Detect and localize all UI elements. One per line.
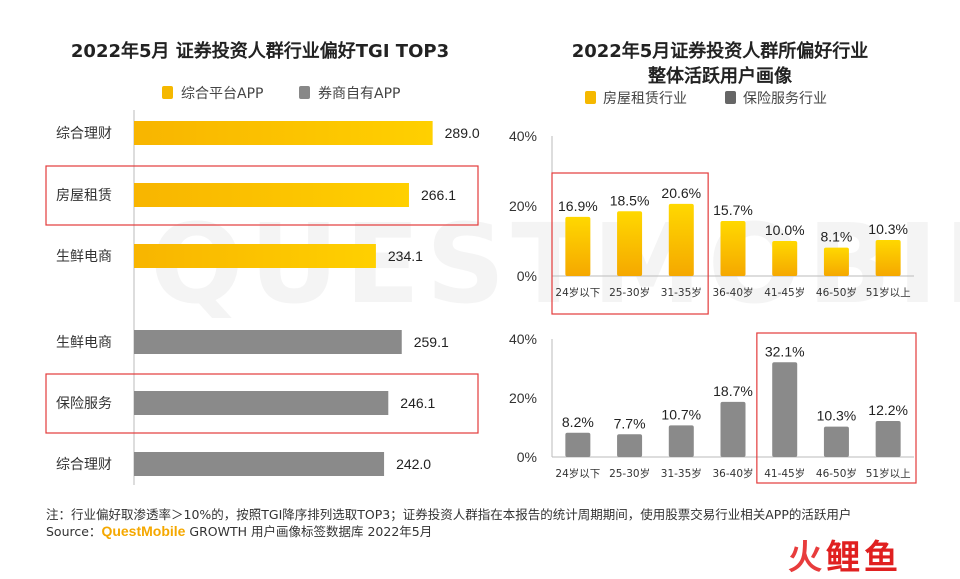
highlight-box — [45, 373, 479, 434]
category-label: 生鲜电商 — [56, 335, 112, 351]
legend-swatch — [162, 86, 173, 99]
y-tick-label: 40% — [509, 331, 537, 347]
data-label: 10.0% — [765, 222, 805, 238]
bar — [134, 452, 385, 476]
x-tick-label: 51岁以上 — [866, 286, 911, 299]
category-label: 综合理财 — [56, 126, 112, 142]
legend-label: 保险服务行业 — [743, 91, 827, 107]
bar — [565, 216, 591, 276]
legend-swatch — [585, 91, 596, 104]
x-tick-label: 46-50岁 — [816, 467, 857, 480]
bar — [565, 432, 591, 457]
data-label: 7.7% — [614, 415, 646, 431]
category-label: 保险服务 — [56, 396, 112, 412]
category-label: 房屋租赁 — [56, 188, 112, 204]
bar — [617, 211, 643, 276]
legend-swatch — [725, 91, 736, 104]
bar — [772, 362, 798, 457]
x-tick-label: 36-40岁 — [712, 286, 753, 299]
bar — [668, 425, 694, 457]
y-tick-label: 0% — [517, 268, 537, 284]
bar — [617, 434, 643, 457]
data-label: 266.1 — [421, 187, 456, 203]
bar — [720, 401, 746, 457]
x-tick-label: 25-30岁 — [609, 286, 650, 299]
x-tick-label: 24岁以下 — [555, 286, 600, 299]
x-tick-label: 51岁以上 — [866, 467, 911, 480]
x-tick-label: 25-30岁 — [609, 467, 650, 480]
chart-title-line1: 2022年5月证券投资人群所偏好行业 — [572, 40, 869, 62]
legend-swatch — [299, 86, 310, 99]
y-tick-label: 0% — [517, 449, 537, 465]
x-tick-label: 31-35岁 — [661, 467, 702, 480]
bar — [134, 330, 402, 354]
data-label: 16.9% — [558, 198, 598, 214]
x-tick-label: 41-45岁 — [764, 286, 805, 299]
data-label: 10.3% — [868, 221, 908, 237]
bar — [134, 183, 409, 207]
highlight-box — [45, 165, 479, 226]
data-label: 10.3% — [817, 408, 857, 424]
data-label: 234.1 — [388, 248, 423, 264]
footer-note: 注：行业偏好取渗透率＞10%的，按照TGI降序排列选取TOP3；证券投资人群指在… — [46, 507, 852, 522]
data-label: 289.0 — [445, 125, 480, 141]
data-label: 10.7% — [661, 406, 701, 422]
footer-source: Source：QuestMobile GROWTH 用户画像标签数据库 2022… — [46, 523, 926, 540]
x-tick-label: 46-50岁 — [816, 286, 857, 299]
data-label: 15.7% — [713, 202, 753, 218]
data-label: 246.1 — [400, 395, 435, 411]
source-brand: QuestMobile — [101, 523, 186, 539]
y-tick-label: 40% — [509, 128, 537, 144]
bar — [823, 247, 849, 276]
bar — [134, 244, 376, 268]
category-label: 综合理财 — [56, 457, 112, 473]
data-label: 18.7% — [713, 383, 753, 399]
bar — [875, 421, 901, 457]
bar — [720, 221, 746, 276]
bar — [772, 241, 798, 276]
data-label: 32.1% — [765, 343, 805, 359]
highlight-box — [551, 172, 709, 315]
data-label: 8.2% — [562, 414, 594, 430]
logo-part-a: 火 — [788, 538, 826, 578]
x-tick-label: 31-35岁 — [661, 286, 702, 299]
legend-label: 综合平台APP — [181, 86, 263, 102]
data-label: 12.2% — [868, 402, 908, 418]
highlight-box — [756, 332, 917, 484]
footer: 注：行业偏好取渗透率＞10%的，按照TGI降序排列选取TOP3；证券投资人群指在… — [46, 506, 926, 540]
data-label: 20.6% — [661, 185, 701, 201]
data-label: 8.1% — [820, 229, 852, 245]
source-prefix: Source： — [46, 524, 102, 539]
bar — [134, 391, 389, 415]
bar — [668, 203, 694, 276]
data-label: 18.5% — [610, 192, 650, 208]
bar — [875, 239, 901, 276]
source-rest: GROWTH 用户画像标签数据库 2022年5月 — [185, 524, 433, 539]
x-tick-label: 36-40岁 — [712, 467, 753, 480]
legend-label: 房屋租赁行业 — [603, 91, 687, 107]
chart-title: 2022年5月 证券投资人群行业偏好TGI TOP3 — [71, 40, 449, 62]
tgi-bar-chart: 2022年5月 证券投资人群行业偏好TGI TOP3 综合平台APP 券商自有APP… — [45, 40, 480, 485]
data-label: 259.1 — [414, 334, 449, 350]
y-tick-label: 20% — [509, 390, 537, 406]
legend-label: 券商自有APP — [318, 86, 400, 102]
bar — [134, 121, 433, 145]
brand-logo: 火鲤鱼 — [788, 530, 902, 579]
x-tick-label: 24岁以下 — [555, 467, 600, 480]
x-tick-label: 41-45岁 — [764, 467, 805, 480]
category-label: 生鲜电商 — [56, 249, 112, 265]
data-label: 242.0 — [396, 456, 431, 472]
y-tick-label: 20% — [509, 198, 537, 214]
chart-title-line2: 整体活跃用户画像 — [647, 65, 793, 87]
bar — [823, 426, 849, 457]
logo-part-b: 鲤鱼 — [826, 538, 902, 578]
